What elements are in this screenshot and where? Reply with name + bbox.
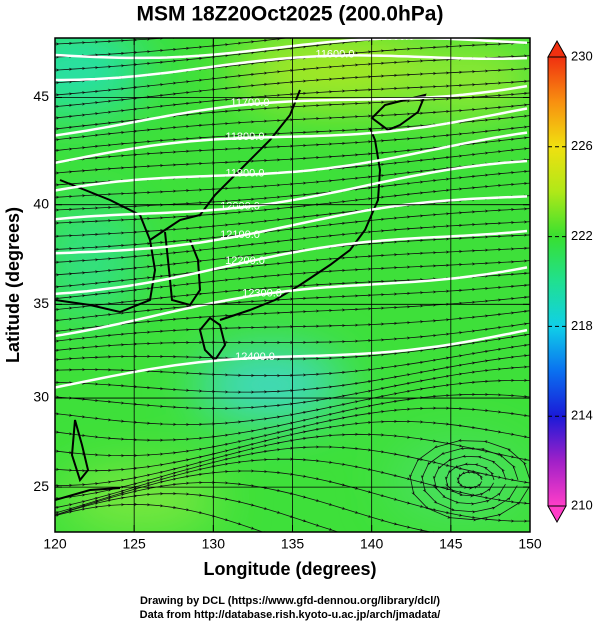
coast-taiwan [70,419,90,483]
contour-line [55,84,528,137]
contour-label: 11800.0 [226,131,265,143]
contour-line [55,54,528,82]
y-tick-label: 25 [33,478,49,494]
colorbar-scale [547,56,567,507]
x-tick-label: 135 [281,536,305,552]
contour-label: 11900.0 [226,168,265,180]
x-tick-label: 150 [518,536,542,552]
y-tick-label: 30 [33,389,49,405]
plot-area: 11500.0 11600.0 11700.0 11800.0 11900.0 12000… [55,31,530,532]
contour-label: 12100.0 [220,229,260,241]
contours: 11500.0 11600.0 11700.0 11800.0 11900.0 12000… [55,31,528,389]
grid [55,38,530,532]
streamline [408,438,530,522]
coast-korea [164,231,202,307]
contour-label: 12200.0 [225,255,265,267]
x-tick-label: 120 [43,536,67,552]
y-tick-label: 40 [33,195,49,211]
contour-line [55,159,528,221]
contour-label: 11700.0 [231,97,270,109]
y-tick-label: 35 [33,295,49,311]
colorbar-tick-label: 222 [571,228,593,243]
colorbar-tick-label: 230 [571,48,593,63]
coastlines [55,89,427,501]
contour-label: 11500.0 [376,31,415,43]
contour-line [55,229,528,296]
colorbar: 210 214 218 222 226 230 [547,39,593,524]
contour-label: 11600.0 [316,49,355,61]
colorbar-extend [547,505,567,524]
chart-title: MSM 18Z20Oct2025 (200.0hPa) [137,3,444,26]
contour-line [55,131,528,192]
footer-line: Data from http://database.rish.kyoto-u.a… [140,609,441,621]
colorbar-tick-label: 210 [571,497,593,512]
contour-line [55,266,528,338]
contour-line [55,328,528,389]
y-axis-label: Latitude (degrees) [3,207,23,363]
colorbar-tick-label: 226 [571,138,593,153]
contour-label: 12400.0 [235,351,275,363]
coast-north [149,89,301,241]
x-tick-label: 145 [439,536,463,552]
streamline [55,502,528,532]
y-tick-label: 45 [33,88,49,104]
x-tick-label: 125 [122,536,146,552]
x-axis-label: Longitude (degrees) [203,559,376,579]
axes: 120 125 130 135 140 145 150 25 30 35 40 45 [33,38,542,552]
colorbar-tick-label: 218 [571,318,593,333]
x-tick-label: 140 [360,536,384,552]
coast-south [55,487,121,501]
contour-line [55,38,528,60]
coast-kyushu [198,316,227,362]
colorbar-extend [547,39,567,58]
coast-hokkaido [370,93,427,132]
coast-china [55,179,157,314]
footer-line: Drawing by DCL (https://www.gfd-dennou.o… [140,595,440,607]
contour-label: 12300.0 [242,287,282,299]
contour-line [55,107,528,165]
contour-label: 12000.0 [220,200,260,212]
colorbar-tick-label: 214 [571,408,593,423]
contour-line [55,195,528,255]
x-tick-label: 130 [202,536,226,552]
